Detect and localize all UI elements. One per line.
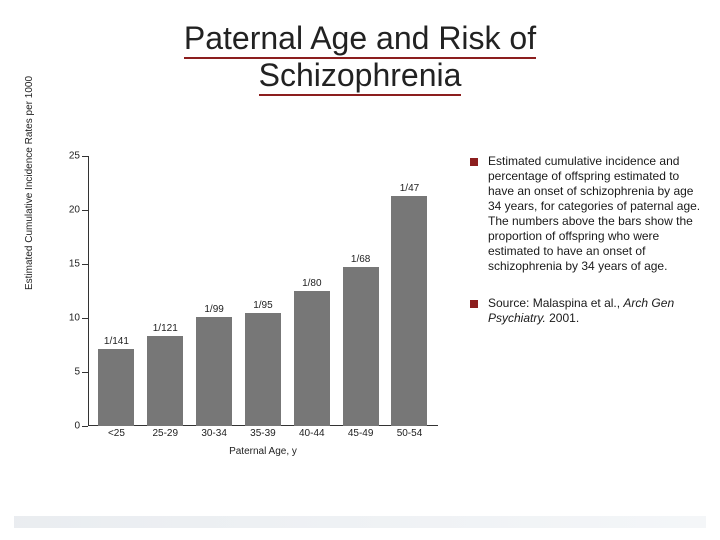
footer-gradient-bar xyxy=(14,516,706,528)
bar-column: 1/95 xyxy=(245,300,281,426)
x-tick-label: <25 xyxy=(98,428,134,439)
x-axis-label: Paternal Age, y xyxy=(88,446,438,457)
bullet-square-icon xyxy=(470,300,478,308)
text-column: Estimated cumulative incidence and perce… xyxy=(470,150,705,522)
y-tick-label: 5 xyxy=(58,367,80,378)
slide-title: Paternal Age and Risk of Schizophrenia xyxy=(0,20,720,94)
chart-container: Estimated Cumulative Incidence Rates per… xyxy=(30,150,450,522)
xticks-group: <25 25-29 30-34 35-39 40-44 45-49 50-54 xyxy=(88,428,438,439)
bar-value-label: 1/121 xyxy=(153,323,178,334)
bar-rect xyxy=(98,349,134,426)
bar-rect xyxy=(294,291,330,426)
source-label: Source: xyxy=(488,296,533,310)
x-tick-label: 40-44 xyxy=(294,428,330,439)
x-tick-label: 30-34 xyxy=(196,428,232,439)
bar-value-label: 1/47 xyxy=(400,183,419,194)
bar-rect xyxy=(147,336,183,426)
bullet-item: Source: Malaspina et al., Arch Gen Psych… xyxy=(470,296,705,326)
bullet-square-icon xyxy=(470,158,478,166)
title-line2: Schizophrenia xyxy=(259,57,462,96)
y-tick-label: 10 xyxy=(58,313,80,324)
y-tick-label: 25 xyxy=(58,151,80,162)
bar-column: 1/99 xyxy=(196,304,232,426)
x-tick-label: 35-39 xyxy=(245,428,281,439)
x-tick-label: 50-54 xyxy=(391,428,427,439)
bar-rect xyxy=(196,317,232,426)
bullet-text: Estimated cumulative incidence and perce… xyxy=(488,154,705,274)
y-tick-label: 20 xyxy=(58,205,80,216)
bullet-item: Estimated cumulative incidence and perce… xyxy=(470,154,705,274)
bar-value-label: 1/141 xyxy=(104,336,129,347)
x-tick-label: 45-49 xyxy=(343,428,379,439)
y-tick-label: 0 xyxy=(58,421,80,432)
bar-rect xyxy=(343,267,379,426)
x-tick-label: 25-29 xyxy=(147,428,183,439)
bar-column: 1/80 xyxy=(294,278,330,426)
bar-column: 1/121 xyxy=(147,323,183,426)
bar-rect xyxy=(391,196,427,426)
content-area: Estimated Cumulative Incidence Rates per… xyxy=(30,150,705,522)
source-year: 2001. xyxy=(546,311,579,325)
bar-column: 1/47 xyxy=(391,183,427,426)
bar-column: 1/141 xyxy=(98,336,134,426)
bar-value-label: 1/68 xyxy=(351,254,370,265)
bar-column: 1/68 xyxy=(343,254,379,426)
bullet-source: Source: Malaspina et al., Arch Gen Psych… xyxy=(488,296,705,326)
bar-chart: Estimated Cumulative Incidence Rates per… xyxy=(30,150,450,480)
bar-value-label: 1/80 xyxy=(302,278,321,289)
bars-group: 1/141 1/121 1/99 1/95 1/80 1/68 1/47 xyxy=(88,156,438,426)
y-tick-label: 15 xyxy=(58,259,80,270)
source-authors: Malaspina et al. xyxy=(533,296,617,310)
bar-rect xyxy=(245,313,281,426)
y-axis-label: Estimated Cumulative Incidence Rates per… xyxy=(24,76,35,290)
bar-value-label: 1/95 xyxy=(253,300,272,311)
bar-value-label: 1/99 xyxy=(204,304,223,315)
y-tick xyxy=(82,426,88,427)
title-line1: Paternal Age and Risk of xyxy=(184,20,536,59)
